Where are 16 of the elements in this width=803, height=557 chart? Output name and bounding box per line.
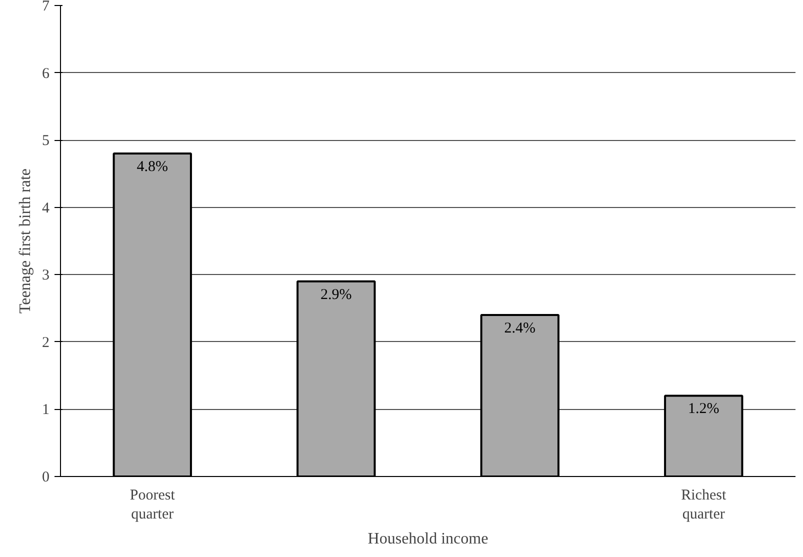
data-label: 1.2% — [688, 401, 720, 418]
data-label: 2.4% — [504, 320, 536, 336]
x-tick-label: Richest quarter — [681, 488, 727, 523]
y-tick-label: 6 — [42, 66, 50, 82]
y-tick-label: 0 — [42, 470, 50, 486]
y-tick-label: 5 — [42, 133, 50, 150]
y-tick-label: 2 — [42, 334, 50, 351]
y-tick-label: 1 — [42, 402, 50, 418]
y-tick-label: 3 — [42, 268, 50, 284]
y-tick-label: 7 — [42, 0, 50, 14]
x-tick-label: Poorest quarter — [130, 488, 176, 523]
y-tick-label: 4 — [42, 200, 50, 216]
data-label: 2.9% — [320, 286, 352, 303]
data-label: 4.8% — [136, 158, 168, 175]
x-axis-title: Household income — [368, 530, 488, 548]
y-axis-title: Teenage first birth rate — [17, 168, 34, 314]
